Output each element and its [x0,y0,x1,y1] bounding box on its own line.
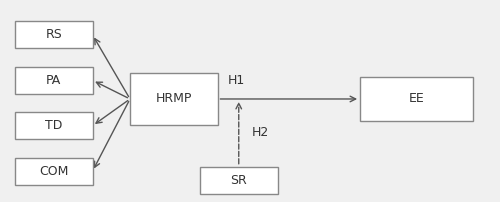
Text: H1: H1 [228,74,245,87]
FancyBboxPatch shape [15,158,92,185]
Text: HRMP: HRMP [156,93,192,105]
Text: COM: COM [39,165,68,178]
FancyBboxPatch shape [15,21,92,48]
Text: H2: H2 [252,126,268,139]
Text: TD: TD [45,119,62,132]
Text: PA: PA [46,74,62,87]
FancyBboxPatch shape [15,112,92,139]
Text: RS: RS [46,28,62,41]
FancyBboxPatch shape [360,77,472,121]
Text: SR: SR [230,174,247,187]
FancyBboxPatch shape [200,167,278,194]
FancyBboxPatch shape [15,67,92,94]
Text: EE: EE [408,93,424,105]
FancyBboxPatch shape [130,73,218,125]
